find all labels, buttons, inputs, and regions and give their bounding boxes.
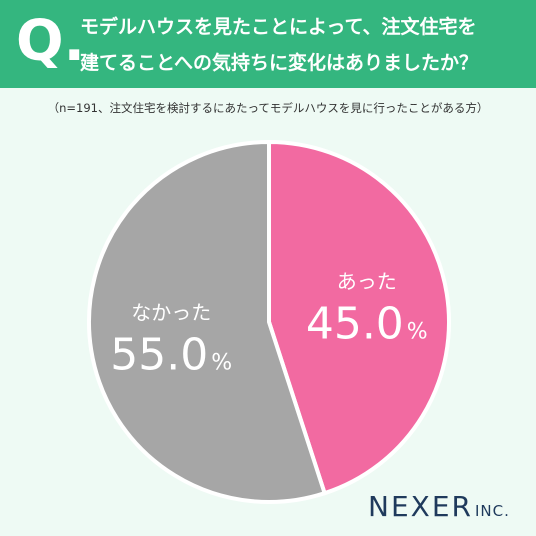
slice-value-1: 45.0%: [306, 299, 428, 350]
question-text-line2: 建てることへの気持ちに変化はありましたか？: [80, 52, 479, 74]
logo-suffix: INC.: [474, 502, 510, 520]
q-mark: Q.: [16, 9, 85, 74]
question-header: Q. モデルハウスを見たことによって、注文住宅を 建てることへの気持ちに変化はあ…: [0, 0, 536, 88]
slice-label-2: なかった: [131, 300, 211, 324]
slice-label-1: あった: [337, 270, 397, 294]
nexer-logo: NEXER INC.: [368, 490, 510, 523]
logo-name: NEXER: [368, 490, 473, 523]
sample-note: （n=191、注文住宅を検討するにあたってモデルハウスを見に行ったことがある方）: [47, 101, 489, 115]
pie-slice-2: [87, 140, 327, 504]
pie-slice-1: [267, 140, 451, 496]
question-text-line1: モデルハウスを見たことによって、注文住宅を: [80, 16, 477, 38]
slice-value-2: 55.0%: [110, 329, 232, 380]
